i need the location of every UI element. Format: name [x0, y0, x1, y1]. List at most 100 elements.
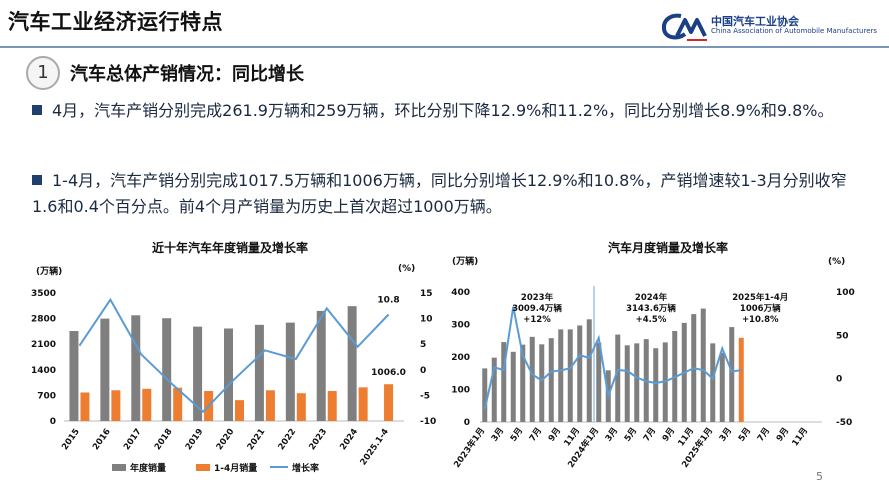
bar-jan-apr-sales [358, 387, 368, 421]
y2-tick-label: -5 [420, 391, 430, 401]
y-tick-label: 2800 [31, 315, 56, 325]
caam-logo-icon [661, 13, 707, 41]
bar-jan-apr-sales [327, 391, 337, 421]
x-tick-label: 3月 [604, 426, 620, 444]
bar-annual-sales [69, 331, 79, 421]
annotation-growth: +4.5% [636, 315, 667, 325]
y2-tick-label: 0 [420, 366, 426, 376]
bar-monthly-sales-2025 [719, 352, 725, 422]
left-axis-unit: (万辆) [36, 265, 62, 277]
bar-monthly-sales [558, 329, 564, 422]
annotation-year: 2024年 [635, 292, 668, 303]
page-title: 汽车工业经济运行特点 [8, 10, 223, 34]
bar-annual-sales [224, 328, 233, 421]
bar-jan-apr-sales [173, 387, 183, 421]
section-title: 汽车总体产销情况：同比增长 [70, 64, 304, 85]
growth-rate-line [78, 297, 390, 414]
bullet-april: 4月，汽车产销分别完成261.9万辆和259万辆，环比分别下降12.9%和11.… [32, 98, 862, 124]
bar-monthly-sales [482, 368, 488, 422]
bar-monthly-sales [548, 338, 554, 422]
x-tick-label: 9月 [775, 426, 791, 444]
legend-period-swatch [196, 464, 210, 471]
y-tick-label: 700 [37, 391, 56, 401]
bar-monthly-sales-2025 [710, 343, 716, 422]
bar-jan-apr-sales [111, 390, 121, 421]
page-number: 5 [816, 470, 823, 483]
annotation-total: 3143.6万辆 [626, 303, 676, 314]
bar-monthly-sales [634, 343, 640, 422]
chart-title: 近十年汽车年度销量及增长率 [152, 240, 308, 255]
bar-monthly-sales [615, 334, 621, 422]
logo-english-name: China Association of Automobile Manufact… [711, 27, 878, 35]
bullet-text: 1-4月，汽车产销分别完成1017.5万辆和1006万辆，同比分别增长12.9%… [32, 171, 847, 216]
bar-monthly-sales [577, 325, 583, 422]
x-tick-label: 3月 [490, 426, 506, 444]
annotation-year: 2025年1-4月 [732, 292, 788, 303]
y2-tick-label: 5 [420, 340, 426, 350]
x-tick-label: 2016 [91, 427, 113, 452]
right-axis-unit: (%) [398, 264, 415, 274]
x-tick-label: 7月 [642, 426, 658, 444]
annotation-growth: +10.8% [742, 315, 779, 325]
annotation-total: 1006万辆 [740, 303, 781, 314]
sales-data-label: 1006.0 [371, 368, 406, 378]
x-tick-label: 9月 [547, 426, 563, 444]
header-bar: 汽车工业经济运行特点 中国汽车工业协会 China Association of… [0, 0, 889, 46]
y-tick-label: 0 [464, 418, 470, 428]
legend-annual-label: 年度销量 [130, 462, 166, 474]
bar-annual-sales [131, 315, 141, 421]
bar-monthly-sales [491, 357, 497, 422]
x-tick-label: 2023 [307, 427, 329, 452]
bullet-square-icon [32, 175, 42, 185]
bar-monthly-sales [653, 348, 659, 422]
x-tick-label: 2022 [277, 427, 299, 452]
x-tick-label: 5月 [623, 426, 639, 444]
right-axis-unit: (%) [828, 257, 845, 267]
bar-jan-apr-sales [142, 388, 152, 421]
logo-chinese-name: 中国汽车工业协会 [711, 15, 799, 28]
y-tick-label: 1400 [31, 366, 56, 376]
bar-monthly-sales [501, 342, 507, 422]
y2-tick-label: 0 [836, 375, 842, 385]
y-tick-label: 200 [451, 353, 470, 363]
x-tick-label: 2019 [184, 427, 206, 452]
bar-annual-sales [100, 318, 110, 421]
bullet-jan-apr: 1-4月，汽车产销分别完成1017.5万辆和1006万辆，同比分别增长12.9%… [32, 168, 862, 220]
legend-line-label: 增长率 [292, 462, 319, 474]
x-tick-label: 7月 [756, 426, 772, 444]
growth-rate-line [483, 306, 742, 410]
y-tick-label: 300 [451, 321, 470, 331]
bar-annual-sales [193, 326, 203, 421]
y2-tick-label: -50 [836, 418, 852, 428]
x-tick-label: 2023年1月 [451, 425, 487, 469]
bar-annual-sales [316, 310, 326, 421]
bar-monthly-sales-2025 [738, 337, 744, 422]
bar-annual-sales [285, 322, 295, 421]
bar-monthly-sales [520, 344, 526, 422]
bar-jan-apr-sales [80, 392, 90, 421]
x-tick-label: 2020 [215, 427, 237, 452]
chart-title: 汽车月度销量及增长率 [608, 240, 728, 255]
y2-tick-label: 100 [836, 288, 855, 298]
y-tick-label: 400 [451, 288, 470, 298]
x-tick-label: 9月 [661, 426, 677, 444]
bar-monthly-sales [539, 344, 545, 422]
bar-annual-sales [162, 318, 172, 421]
bar-jan-apr-sales [235, 400, 244, 421]
bar-monthly-sales [567, 329, 573, 422]
left-axis-unit: (万辆) [452, 255, 478, 267]
x-tick-label: 5月 [737, 426, 753, 444]
legend-annual-swatch [112, 464, 126, 471]
caam-logo: 中国汽车工业协会 China Association of Automobile… [661, 10, 877, 44]
x-tick-label: 2018 [153, 427, 175, 452]
x-tick-label: 2021 [246, 427, 268, 452]
annotation-total: 3009.4万辆 [512, 303, 562, 314]
y2-tick-label: 50 [836, 331, 849, 341]
bar-monthly-sales [624, 345, 630, 422]
growth-rate-data-label: 10.8 [377, 296, 399, 306]
header-rule [0, 46, 889, 48]
section-number-badge: 1 [26, 56, 60, 90]
x-tick-label: 2024 [338, 427, 360, 452]
bar-monthly-sales [510, 351, 516, 422]
